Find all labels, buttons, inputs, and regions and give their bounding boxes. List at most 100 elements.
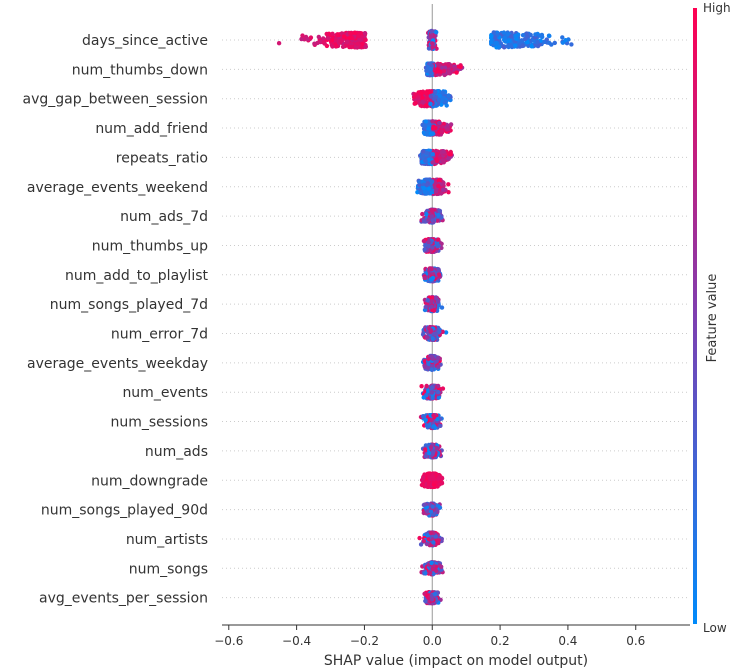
- shap-point: [508, 34, 514, 39]
- shap-point: [434, 158, 440, 164]
- shap-point: [441, 68, 447, 74]
- shap-point: [334, 43, 339, 49]
- shap-point: [430, 45, 435, 50]
- shap-point: [423, 103, 429, 108]
- shap-point: [454, 70, 459, 75]
- shap-point: [501, 30, 507, 35]
- shap-point: [563, 38, 568, 43]
- shap-point: [535, 39, 540, 45]
- shap-point: [429, 28, 434, 34]
- shap-point: [428, 66, 433, 72]
- shap-point: [324, 31, 329, 37]
- shap-point: [422, 190, 428, 195]
- shap-point: [429, 385, 435, 390]
- shap-point: [430, 275, 436, 281]
- shap-point: [330, 31, 335, 36]
- shap-point: [441, 95, 446, 100]
- shap-point: [439, 129, 444, 134]
- shap-point: [359, 31, 364, 36]
- shap-point: [437, 329, 442, 334]
- shap-point: [436, 364, 441, 369]
- shap-point: [528, 32, 533, 38]
- shap-point: [348, 31, 353, 36]
- shap-point: [431, 126, 436, 131]
- shap-point: [440, 187, 446, 192]
- shap-point: [436, 183, 441, 189]
- shap-point: [546, 33, 552, 38]
- shap-point: [312, 41, 317, 46]
- shap-point: [423, 90, 428, 96]
- shap-point: [446, 182, 451, 187]
- shap-point: [426, 46, 432, 51]
- shap-point: [502, 35, 508, 40]
- shap-point: [552, 40, 557, 46]
- shap-point: [413, 101, 418, 106]
- shap-point: [529, 44, 534, 49]
- shap-point: [276, 41, 282, 46]
- shap-point: [505, 32, 510, 37]
- shap-point: [424, 131, 429, 137]
- shap-point: [428, 70, 433, 75]
- shap-point: [524, 31, 529, 36]
- shap-point: [429, 367, 434, 372]
- shap-point: [431, 413, 436, 418]
- shap-point: [519, 38, 524, 44]
- shap-point: [347, 35, 352, 41]
- shap-point: [335, 32, 340, 38]
- shap-point: [430, 131, 435, 137]
- shap-point: [423, 304, 428, 310]
- shap-point: [428, 329, 433, 334]
- shap-point: [428, 34, 434, 39]
- shap-point: [299, 36, 304, 42]
- shap-point: [520, 43, 525, 49]
- shap-point: [423, 447, 428, 452]
- shap-point: [424, 151, 430, 156]
- shap-point: [422, 123, 427, 128]
- shap-point: [432, 331, 438, 337]
- shap-point: [428, 445, 434, 450]
- shap-point: [438, 423, 443, 428]
- shap-point: [308, 35, 314, 40]
- shap-point: [433, 295, 439, 301]
- shap-point: [420, 149, 426, 154]
- shap-point: [533, 32, 538, 37]
- shap-point: [549, 42, 554, 47]
- shap-point: [421, 414, 426, 419]
- shap-point: [363, 37, 368, 43]
- shap-point: [436, 389, 441, 395]
- shap-point: [321, 36, 326, 41]
- shap-point: [417, 179, 422, 184]
- shap-point: [435, 299, 441, 304]
- shap-point: [426, 356, 431, 362]
- shap-point: [489, 39, 494, 45]
- shap-point: [340, 44, 346, 49]
- shap-point: [430, 336, 435, 341]
- shap-point: [322, 41, 327, 46]
- shap-point: [442, 65, 448, 70]
- shap-point: [339, 38, 344, 43]
- shap-point: [435, 69, 441, 74]
- shap-point: [458, 64, 463, 70]
- shap-point: [430, 160, 435, 165]
- shap-point: [422, 247, 427, 252]
- shap-point: [445, 127, 450, 132]
- shap-point: [444, 103, 449, 108]
- shap-point: [413, 92, 418, 97]
- shap-point: [430, 119, 435, 124]
- shap-point: [542, 39, 547, 44]
- shap-point: [362, 31, 368, 36]
- shap-point: [429, 214, 435, 219]
- shap-point: [513, 33, 518, 39]
- shap-point: [436, 243, 441, 248]
- shap-point: [436, 272, 442, 277]
- shap-point: [539, 32, 545, 38]
- shap-point: [433, 89, 438, 94]
- shap-point: [520, 33, 526, 38]
- shap-point: [431, 424, 437, 429]
- shap-point: [491, 30, 496, 35]
- shap-point: [429, 390, 435, 395]
- shap-point: [428, 93, 433, 99]
- shap-point: [426, 450, 432, 456]
- shap-point: [442, 72, 447, 78]
